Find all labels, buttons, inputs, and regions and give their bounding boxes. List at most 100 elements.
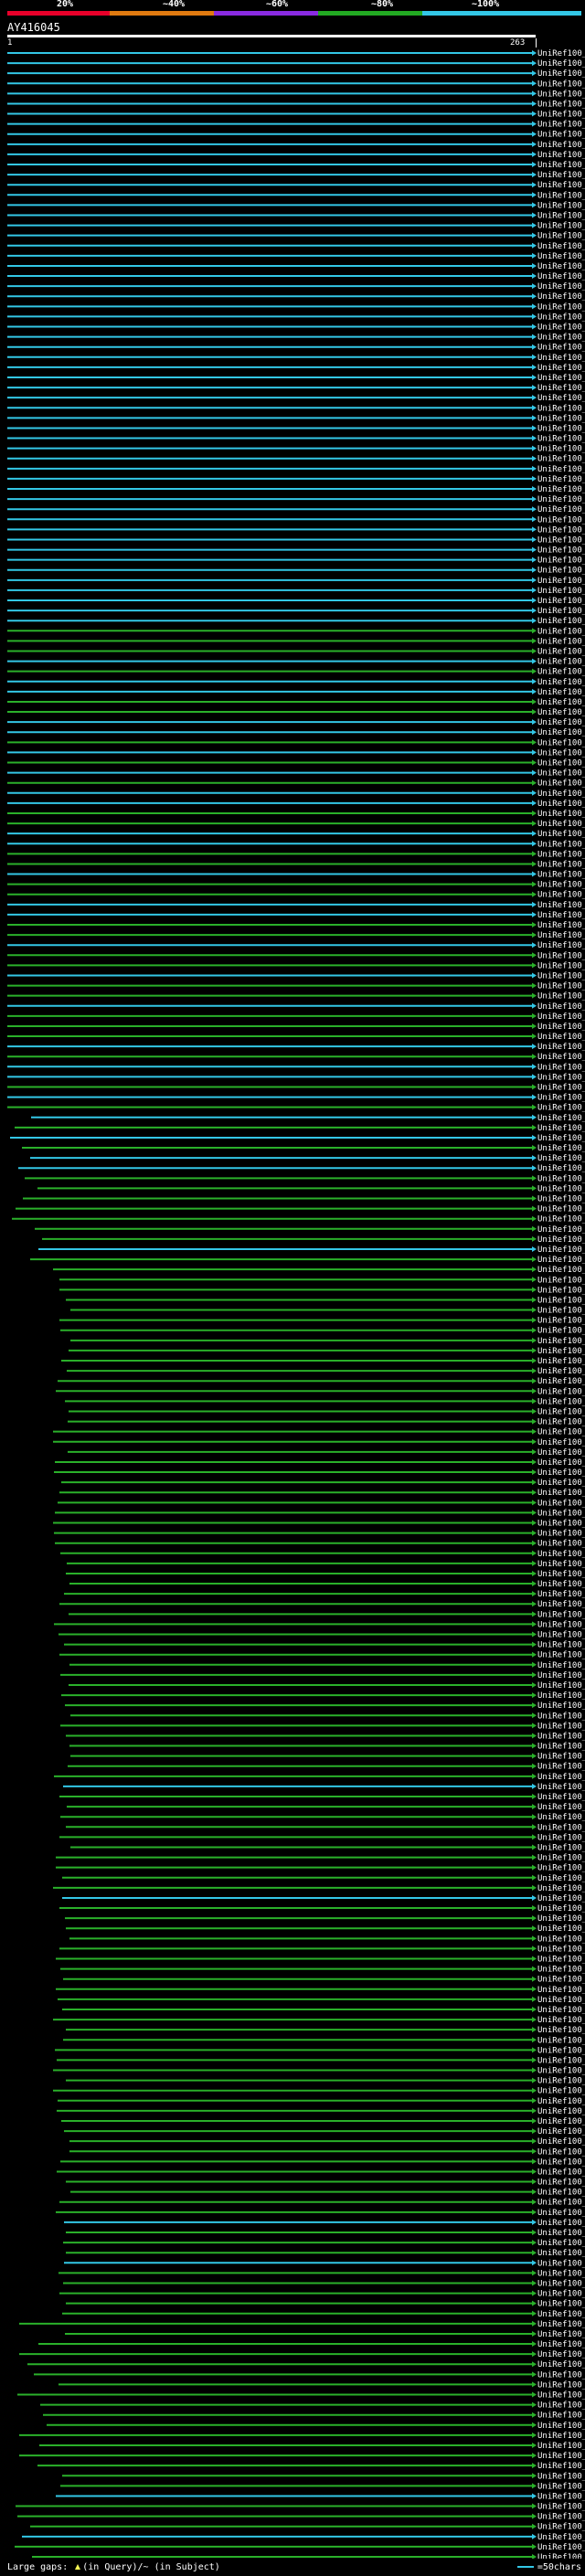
hit-label[interactable]: UniRef100_A7LJY8 — [537, 445, 585, 454]
hit-label[interactable]: UniRef100_A1B9Q9 — [537, 708, 585, 717]
hit-label[interactable]: UniRef100_Q0SAV9 — [537, 2046, 585, 2055]
hit-label[interactable]: UniRef100_Q0FR25 — [537, 2229, 585, 2238]
hit-label[interactable]: UniRef100_Q10624 — [537, 1164, 585, 1173]
hit-label[interactable]: UniRef100_Q1ZZ91 — [537, 1651, 585, 1660]
hit-label[interactable]: UniRef100_Q9SAW8 — [537, 1783, 585, 1792]
hit-label[interactable]: UniRef100_P07089 — [537, 1550, 585, 1559]
hit-label[interactable]: UniRef100_P26573 — [537, 891, 585, 900]
hit-label[interactable]: UniRef100_P00868 — [537, 2513, 585, 2522]
hit-label[interactable]: UniRef100_P10795 — [537, 790, 585, 799]
hit-label[interactable]: UniRef100_Q2S273 — [537, 1509, 585, 1518]
hit-label[interactable]: UniRef100_Q8RWD0 — [537, 1053, 585, 1062]
hit-label[interactable]: UniRef100_A5NMZ2 — [537, 2249, 585, 2258]
hit-label[interactable]: UniRef100_P19312 — [537, 1357, 585, 1366]
hit-label[interactable]: UniRef100_P49130 — [537, 1580, 585, 1589]
hit-label[interactable]: UniRef100_Q9SBJ7 — [537, 191, 585, 200]
hit-label[interactable]: UniRef100_Q9SP00 — [537, 2147, 585, 2157]
hit-label[interactable]: UniRef100_Q0Z5S2 — [537, 2107, 585, 2116]
hit-label[interactable]: UniRef100_P17673 — [537, 181, 585, 190]
hit-label[interactable]: UniRef100_Q39749 — [537, 1438, 585, 1447]
hit-label[interactable]: UniRef100_P05348 — [537, 678, 585, 687]
hit-label[interactable]: UniRef100_A9YTZ8 — [537, 1073, 585, 1082]
hit-label[interactable]: UniRef100_A9NL87 — [537, 2553, 585, 2559]
hit-label[interactable]: UniRef100_Q10782 — [537, 1195, 585, 1204]
hit-label[interactable]: UniRef100_P31333 — [537, 252, 585, 261]
hit-label[interactable]: UniRef100_P32764 — [537, 982, 585, 991]
hit-label[interactable]: UniRef100_Q9RVM0 — [537, 2067, 585, 2076]
hit-label[interactable]: UniRef100_P26577 — [537, 860, 585, 869]
hit-label[interactable]: UniRef100_Q57573 — [537, 2239, 585, 2248]
hit-label[interactable]: UniRef100_P0T1N0 — [537, 100, 585, 109]
hit-label[interactable]: UniRef100_Q2D4B7 — [537, 1904, 585, 1913]
hit-label[interactable]: UniRef100_Q96542 — [537, 282, 585, 292]
hit-label[interactable]: UniRef100_Q5I8Y4 — [537, 738, 585, 747]
hit-label[interactable]: UniRef100_Q5ZF96 — [537, 2117, 585, 2126]
hit-label[interactable]: UniRef100_Q2DTJ7 — [537, 1894, 585, 1903]
hit-label[interactable]: UniRef100_A9ML06 — [537, 2330, 585, 2339]
hit-label[interactable]: UniRef100_Q7DM30 — [537, 2472, 585, 2481]
hit-label[interactable]: UniRef100_P08474 — [537, 515, 585, 525]
hit-label[interactable]: UniRef100_Q38793 — [537, 1945, 585, 1954]
hit-label[interactable]: UniRef100_A9NFU1 — [537, 2391, 585, 2401]
hit-label[interactable]: UniRef100_Q24574 — [537, 2016, 585, 2025]
hit-label[interactable]: UniRef100_Q3C680 — [537, 1681, 585, 1691]
hit-label[interactable]: UniRef100_Q10745 — [537, 1124, 585, 1133]
hit-label[interactable]: UniRef100_P04714 — [537, 1012, 585, 1022]
hit-label[interactable]: UniRef100_Q9ZW62 — [537, 2087, 585, 2096]
hit-label[interactable]: UniRef100_P00135 — [537, 941, 585, 950]
hit-label[interactable]: UniRef100_P10798 — [537, 587, 585, 596]
hit-label[interactable]: UniRef100_P19707 — [537, 718, 585, 727]
hit-label[interactable]: UniRef100_Q10625 — [537, 1296, 585, 1305]
hit-label[interactable]: UniRef100_A9FIB7 — [537, 1235, 585, 1245]
hit-label[interactable]: UniRef100_P49131 — [537, 1570, 585, 1579]
hit-label[interactable]: UniRef100_Q9ZS59 — [537, 2279, 585, 2288]
hit-label[interactable]: UniRef100_B6RH04 — [537, 2026, 585, 2035]
hit-label[interactable]: UniRef100_Q40250 — [537, 1094, 585, 1103]
hit-label[interactable]: UniRef100_A1YN03 — [537, 658, 585, 667]
hit-label[interactable]: UniRef100_Q02077 — [537, 364, 585, 373]
hit-label[interactable]: UniRef100_P26576 — [537, 1002, 585, 1012]
hit-label[interactable]: UniRef100_Q39744 — [537, 1043, 585, 1052]
hit-label[interactable]: UniRef100_B8LMN2 — [537, 2320, 585, 2329]
hit-label[interactable]: UniRef100_P00867 — [537, 302, 585, 312]
hit-label[interactable]: UniRef100_A9VP43 — [537, 698, 585, 707]
hit-label[interactable]: UniRef100_Q24045 — [537, 1367, 585, 1376]
hit-label[interactable]: UniRef100_P22433 — [537, 637, 585, 646]
hit-label[interactable]: UniRef100_Q42046 — [537, 1144, 585, 1153]
hit-label[interactable]: UniRef100_Q9SAV5 — [537, 1843, 585, 1852]
hit-label[interactable]: UniRef100_Q9ZWG4 — [537, 2259, 585, 2268]
hit-label[interactable]: UniRef100_P18566 — [537, 1935, 585, 1944]
hit-label[interactable]: UniRef100_P04715 — [537, 424, 585, 433]
hit-label[interactable]: UniRef100_P19310 — [537, 1610, 585, 1619]
hit-label[interactable]: UniRef100_P07180 — [537, 1023, 585, 1032]
hit-label[interactable]: UniRef100_Q10787 — [537, 1317, 585, 1326]
hit-label[interactable]: UniRef100_P00874 — [537, 1266, 585, 1275]
hit-label[interactable]: UniRef100_A9MLX5 — [537, 2452, 585, 2461]
hit-label[interactable]: UniRef100_Q9LFS7 — [537, 131, 585, 140]
hit-label[interactable]: UniRef100_A9P179 — [537, 850, 585, 859]
hit-label[interactable]: UniRef100_Q9SAW2 — [537, 1753, 585, 1762]
hit-label[interactable]: UniRef100_Q9ZR66 — [537, 1701, 585, 1711]
hit-label[interactable]: UniRef100_P10053 — [537, 2350, 585, 2359]
hit-label[interactable]: UniRef100_Q9ZRZ5 — [537, 2157, 585, 2167]
hit-label[interactable]: UniRef100_Q10787 — [537, 1246, 585, 1255]
hit-label[interactable]: UniRef100_Q10785 — [537, 1347, 585, 1356]
hit-label[interactable]: UniRef100_Q84DE5 — [537, 840, 585, 849]
hit-label[interactable]: UniRef100_P26579 — [537, 881, 585, 890]
hit-label[interactable]: UniRef100_Q9S7R6 — [537, 1479, 585, 1488]
hit-label[interactable]: UniRef100_Q9S9B6 — [537, 222, 585, 231]
hit-label[interactable]: UniRef100_Q10744 — [537, 1114, 585, 1123]
hit-label[interactable]: UniRef100_Q9ZR14 — [537, 1763, 585, 1772]
hit-label[interactable]: UniRef100_Q81NY7 — [537, 1743, 585, 1752]
hit-label[interactable]: UniRef100_P19960 — [537, 1327, 585, 1336]
hit-label[interactable]: UniRef100_P95503 — [537, 323, 585, 333]
hit-label[interactable]: UniRef100_A7YUW6 — [537, 2523, 585, 2532]
hit-label[interactable]: UniRef100_C3KJ35 — [537, 2370, 585, 2380]
hit-label[interactable]: UniRef100_Q9ZWN4 — [537, 2036, 585, 2045]
hit-label[interactable]: UniRef100_Q10625 — [537, 1154, 585, 1163]
hit-label[interactable]: UniRef100_Q41583 — [537, 2077, 585, 2086]
hit-label[interactable]: UniRef100_Q9SAV3 — [537, 2290, 585, 2299]
hit-label[interactable]: UniRef100_P27985 — [537, 505, 585, 514]
hit-label[interactable]: UniRef100_Q43833 — [537, 384, 585, 393]
hit-label[interactable]: UniRef100_Q8R4V5 — [537, 1914, 585, 1924]
